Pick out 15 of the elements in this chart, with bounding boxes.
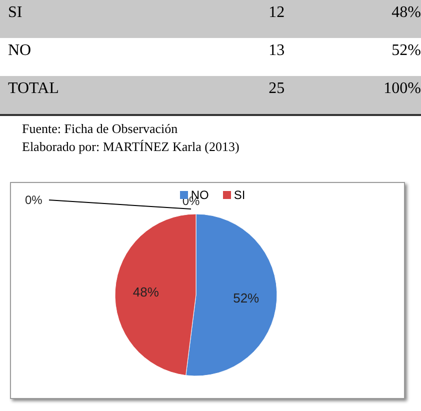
legend-label: SI bbox=[234, 188, 246, 202]
source-note: Fuente: Ficha de Observación bbox=[22, 120, 179, 138]
text: 0% bbox=[25, 193, 42, 207]
text: NO bbox=[7, 42, 32, 60]
text: 25 bbox=[268, 80, 285, 98]
text: TOTAL bbox=[7, 80, 60, 98]
text: 13 bbox=[268, 42, 285, 60]
text: 48% bbox=[390, 4, 421, 22]
text: 12 bbox=[268, 4, 285, 22]
text: Elaborado por: MARTÍNEZ Karla (2013) bbox=[22, 138, 240, 156]
text: 52% bbox=[390, 42, 421, 60]
text: SI bbox=[7, 4, 24, 22]
data-label: 48% bbox=[132, 284, 160, 300]
text: 100% bbox=[382, 80, 421, 98]
data-label: 52% bbox=[233, 290, 260, 306]
